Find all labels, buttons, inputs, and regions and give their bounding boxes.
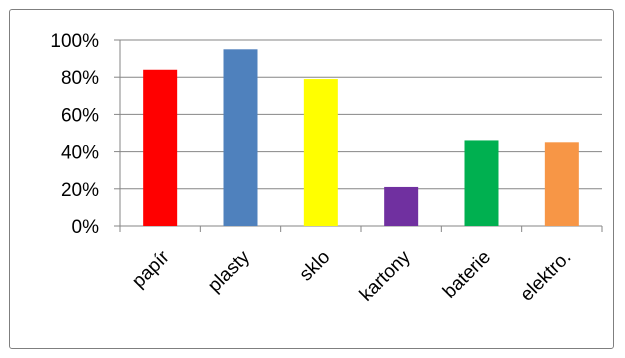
y-tick-label: 60%	[61, 105, 99, 126]
bar-plasty	[223, 49, 258, 226]
y-tick-label: 40%	[61, 143, 99, 164]
bar-sklo	[303, 79, 338, 226]
x-category-label: baterie	[439, 247, 495, 303]
x-category-label: plasty	[204, 246, 254, 296]
x-axis-category-labels: papír plasty sklo kartony baterie elektro.	[128, 246, 575, 305]
bars	[143, 49, 579, 226]
gridlines	[120, 39, 602, 190]
y-tick-label: 0%	[72, 217, 100, 238]
bar-baterie	[464, 140, 499, 226]
bar-kartony	[384, 186, 419, 226]
bar-papír	[143, 69, 178, 226]
x-category-label: sklo	[296, 247, 335, 286]
axes	[114, 39, 603, 232]
x-category-label: kartony	[356, 246, 415, 305]
x-category-label: elektro.	[516, 247, 575, 306]
y-tick-label: 80%	[61, 68, 99, 89]
x-category-label: papír	[128, 246, 174, 292]
y-axis-tick-labels: 0% 20% 40% 60% 80% 100%	[50, 31, 99, 238]
y-tick-label: 100%	[50, 31, 99, 52]
bar-elektro.	[544, 142, 579, 226]
y-tick-label: 20%	[61, 180, 99, 201]
